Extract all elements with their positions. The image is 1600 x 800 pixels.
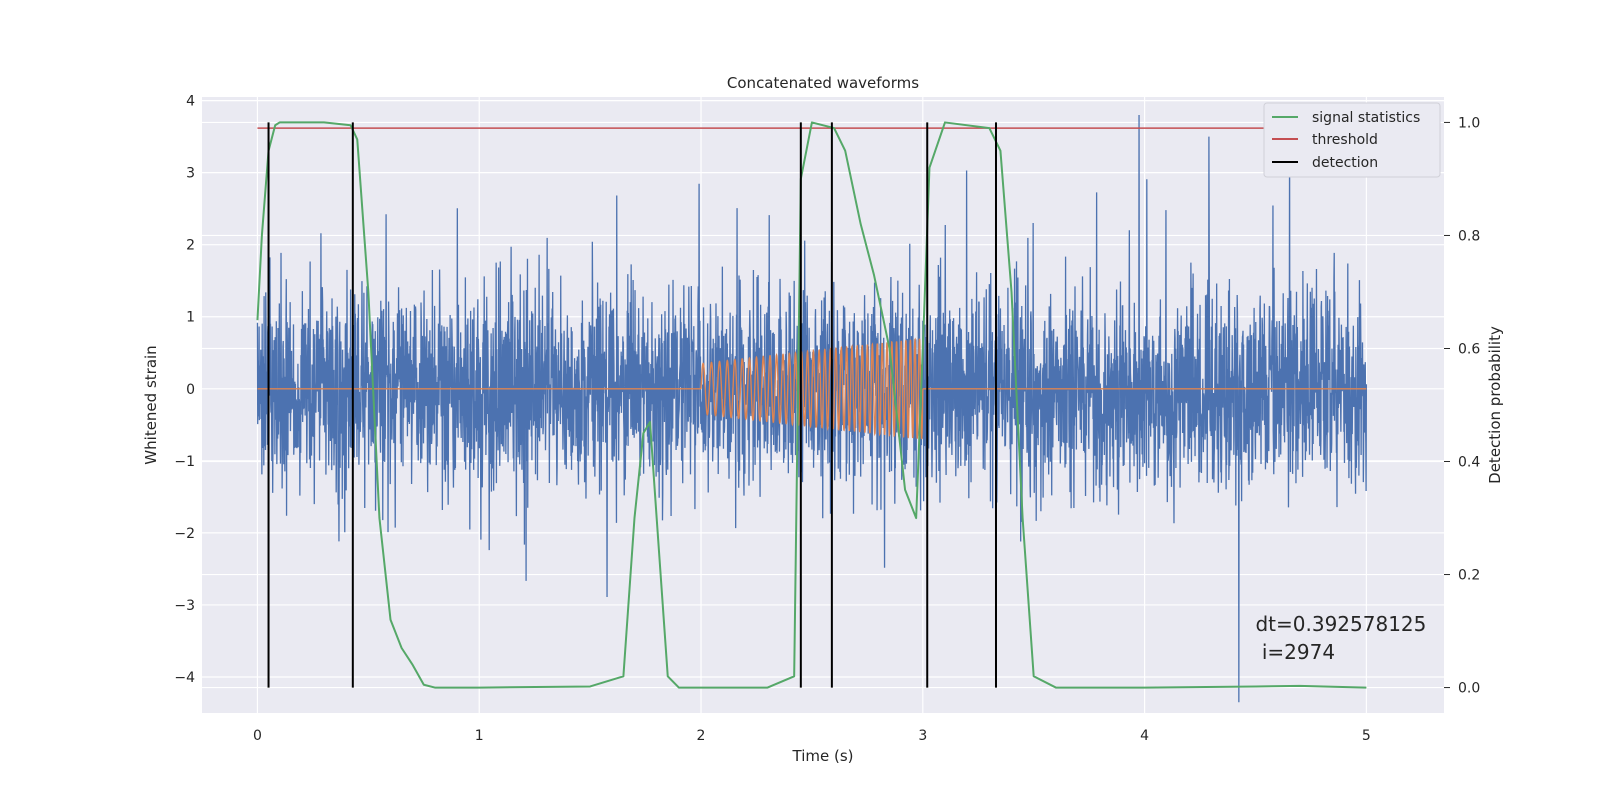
x-tick-label: 0 (253, 728, 262, 744)
annotation: dt=0.392578125 i=2974 (1255, 612, 1426, 664)
legend-label-threshold: threshold (1312, 132, 1378, 148)
x-tick-label: 3 (918, 728, 927, 744)
legend-box (1263, 102, 1441, 178)
signal-statistics-line (256, 121, 1367, 689)
y2-tick-label: 0.8 (1458, 228, 1480, 244)
strain-noise-line (256, 115, 1368, 703)
axes: 0 1 2 3 4 5 −4 −3 −2 −1 0 1 2 3 4 0.0 0.2 0.4 0.6 0.8 1.0 (174, 94, 1480, 744)
series-layer (256, 115, 1368, 703)
y-tick-label: 2 (186, 238, 195, 254)
x-tick-label: 5 (1362, 728, 1371, 744)
y2-tick-label: 0.4 (1458, 455, 1480, 471)
y-tick-label: −1 (174, 454, 195, 470)
legend: signal statistics threshold detection (1263, 102, 1441, 178)
y-tick-label: −4 (174, 670, 195, 686)
legend-label-signal-statistics: signal statistics (1312, 110, 1420, 126)
chart-title: Concatenated waveforms (727, 74, 919, 92)
y-tick-label: −2 (174, 526, 195, 542)
y2-tick-label: 0.6 (1458, 341, 1480, 357)
y-tick-label: 0 (186, 382, 195, 398)
y2-tick-label: 0.0 (1458, 681, 1480, 697)
y-tick-label: 4 (186, 94, 195, 110)
x-tick-label: 1 (475, 728, 484, 744)
annotation-index: i=2974 (1255, 640, 1335, 664)
y2-axis-label: Detection probability (1486, 326, 1504, 484)
y-tick-label: −3 (174, 598, 195, 614)
x-axis-label: Time (s) (792, 747, 854, 765)
y-tick-label: 3 (186, 166, 195, 182)
annotation-dt: dt=0.392578125 (1255, 612, 1426, 636)
x-tick-label: 4 (1140, 728, 1149, 744)
y2-tick-label: 1.0 (1458, 115, 1480, 131)
y-tick-label: 1 (186, 310, 195, 326)
x-tick-label: 2 (697, 728, 706, 744)
y-axis-label: Whitened strain (142, 345, 160, 464)
y2-tick-label: 0.2 (1458, 568, 1480, 584)
legend-label-detection: detection (1312, 155, 1378, 171)
